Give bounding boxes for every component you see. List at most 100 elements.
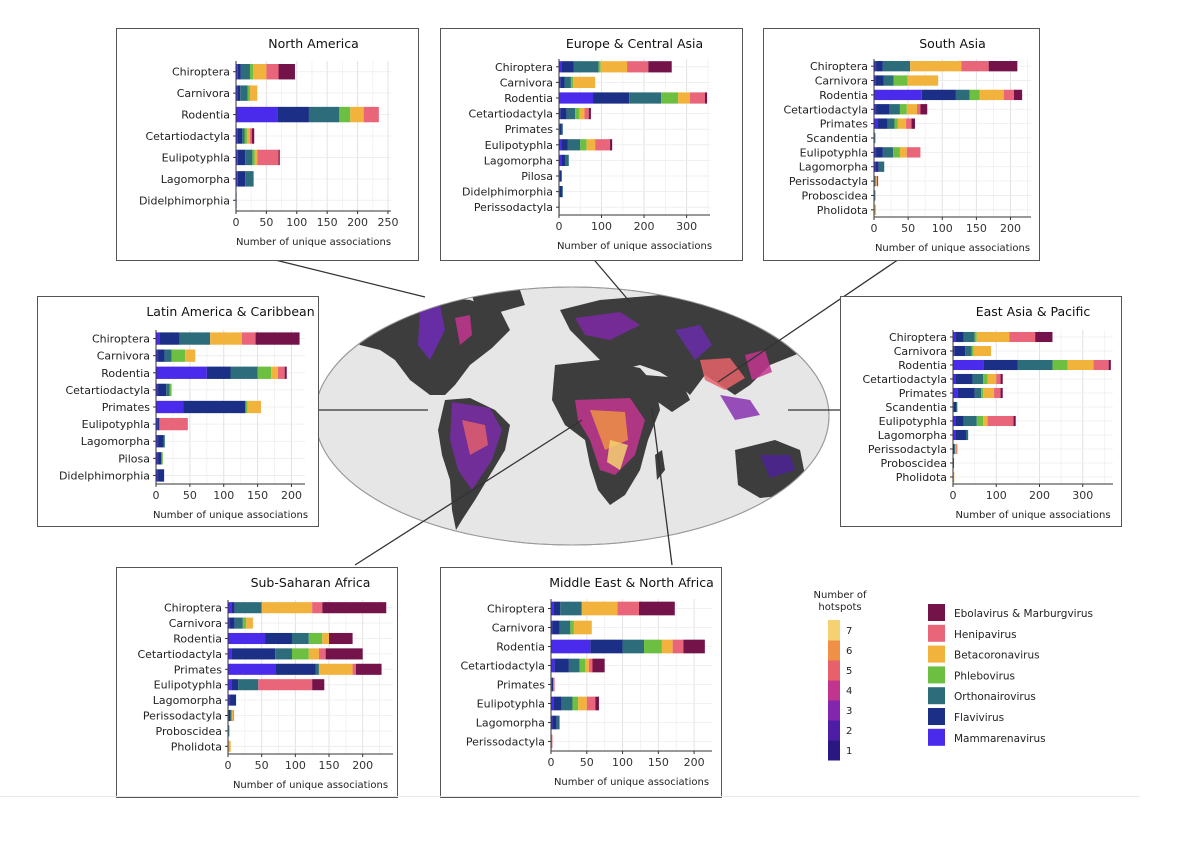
bar-lagomorpha-flavivirus	[955, 429, 966, 441]
bar-rodentia-henipavirus	[1003, 89, 1014, 101]
x-tick-label: 0	[225, 759, 232, 772]
bar-carnivora-flavivirus	[158, 349, 165, 362]
bar-chiroptera-flavivirus	[876, 61, 883, 72]
bar-eulipotyphla-phlebovirus	[893, 147, 900, 158]
x-tick-label: 100	[986, 489, 1007, 502]
bar-cetartiodactyla-mammarenavirus	[156, 383, 159, 397]
category-label: Carnivora	[894, 345, 947, 358]
bar-rodentia-henipavirus	[277, 366, 285, 379]
chart-title: Latin America & Caribbean	[146, 304, 314, 319]
bar-eulipotyphla-betacoronavirus	[586, 139, 596, 151]
bar-lagomorpha-flavivirus	[552, 715, 557, 730]
bar-primates-henipavirus	[906, 118, 912, 129]
category-label: Cetartiodactyla	[460, 660, 545, 673]
bar-rodentia-phlebovirus	[1052, 359, 1068, 371]
bar-eulipotyphla-flavivirus	[955, 415, 964, 427]
bar-carnivora-orthonairovirus	[240, 85, 248, 101]
bar-rodentia-betacoronavirus	[678, 92, 691, 104]
category-label: Lagomorpha	[81, 435, 150, 448]
category-label: Didelphimorphia	[462, 186, 553, 199]
bar-cetartiodactyla-phlebovirus	[899, 104, 907, 115]
bar-cetartiodactyla-henipavirus	[584, 107, 589, 120]
bar-eulipotyphla-betacoronavirus	[578, 696, 587, 711]
bar-rodentia-mammarenavirus	[156, 366, 207, 379]
bar-lagomorpha-flavivirus	[875, 161, 879, 172]
bar-chiroptera-phlebovirus	[974, 331, 977, 343]
bar-cetartiodactyla-orthonairovirus	[166, 383, 170, 397]
category-label: Rodentia	[504, 92, 553, 105]
bar-rodentia-mammarenavirus	[236, 106, 278, 123]
bar-rodentia-flavivirus	[590, 639, 623, 654]
category-label: Primates	[899, 387, 948, 400]
bar-proboscidea-orthonairovirus	[874, 190, 876, 201]
x-tick-label: 250	[377, 216, 398, 229]
bar-cetartiodactyla-flavivirus	[554, 658, 569, 673]
bar-cetartiodactyla-ebolavirus-and-marburgvirus	[588, 107, 591, 120]
bar-cetartiodactyla-orthonairovirus	[275, 648, 292, 660]
bar-carnivora-phlebovirus	[247, 85, 250, 101]
bar-carnivora-mammarenavirus	[228, 617, 231, 629]
x-tick-label: 200	[281, 489, 302, 502]
category-label: Cetartiodactyla	[137, 648, 222, 661]
bar-perissodactyla-henipavirus	[551, 734, 553, 749]
x-tick-label: 0	[950, 489, 957, 502]
bar-cetartiodactyla-henipavirus	[318, 648, 326, 660]
bar-cetartiodactyla-ebolavirus-and-marburgvirus	[251, 128, 255, 144]
category-label: Chiroptera	[92, 333, 150, 346]
bar-chiroptera-henipavirus	[242, 332, 256, 345]
bar-eulipotyphla-phlebovirus	[580, 139, 587, 151]
legend-swatch-phlebovirus	[928, 666, 945, 684]
legend-swatch-betacoronavirus	[928, 645, 945, 663]
category-label: Perissodactyla	[143, 710, 222, 723]
bar-eulipotyphla-mammarenavirus	[559, 139, 562, 151]
category-label: Rodentia	[181, 109, 230, 122]
category-label: Cetartiodactyla	[468, 108, 553, 121]
bar-chiroptera-betacoronavirus	[910, 61, 962, 72]
bar-cetartiodactyla-flavivirus	[158, 383, 167, 397]
bar-chiroptera-betacoronavirus	[253, 64, 267, 80]
bar-cetartiodactyla-mammarenavirus	[228, 648, 232, 660]
category-label: Primates	[497, 679, 546, 692]
category-label: Primates	[505, 123, 554, 136]
hotspot-legend-title-line1: Number of	[814, 590, 867, 601]
category-label: Chiroptera	[172, 66, 230, 79]
bar-lagomorpha-mammarenavirus	[551, 715, 553, 730]
bar-perissodactyla-betacoronavirus	[232, 709, 234, 722]
bar-lagomorpha-flavivirus	[561, 154, 566, 167]
bar-lagomorpha-orthonairovirus	[565, 154, 569, 167]
x-tick-label: 100	[213, 489, 234, 502]
hotspot-level-label: 5	[846, 666, 852, 677]
category-label: Rodentia	[101, 367, 150, 380]
bar-primates-mammarenavirus	[874, 118, 878, 129]
chart-title: East Asia & Pacific	[976, 304, 1091, 319]
chart-title: Sub-Saharan Africa	[251, 575, 371, 590]
bar-eulipotyphla-flavivirus	[561, 139, 568, 151]
bar-cetartiodactyla-phlebovirus	[291, 648, 309, 660]
x-tick-label: 300	[676, 220, 697, 233]
bar-eulipotyphla-ebolavirus-and-marburgvirus	[595, 696, 599, 711]
bar-rodentia-flavivirus	[593, 92, 630, 104]
bar-primates-flavivirus	[559, 123, 562, 135]
bar-chiroptera-orthonairovirus	[179, 332, 211, 345]
x-tick-label: 50	[183, 489, 197, 502]
bar-eulipotyphla-phlebovirus	[252, 149, 255, 166]
chart-title: Middle East & North Africa	[549, 575, 714, 590]
bar-rodentia-ebolavirus-and-marburgvirus	[704, 92, 708, 104]
category-label: Carnivora	[169, 617, 222, 630]
bar-primates-betacoronavirus	[247, 400, 261, 414]
bar-carnivora-betacoronavirus	[573, 620, 592, 635]
bar-rodentia-flavivirus	[277, 106, 309, 123]
bar-cetartiodactyla-mammarenavirus	[953, 373, 956, 385]
bar-chiroptera-ebolavirus-and-marburgvirus	[988, 61, 1018, 72]
bar-lagomorpha-flavivirus	[237, 171, 246, 187]
x-tick-label: 100	[612, 756, 633, 769]
bar-eulipotyphla-henipavirus	[586, 696, 596, 711]
bar-carnivora-flavivirus	[237, 85, 241, 101]
x-tick-label: 0	[556, 220, 563, 233]
category-label: Carnivora	[492, 622, 545, 635]
bar-rodentia-betacoronavirus	[1067, 359, 1094, 371]
bar-cetartiodactyla-betacoronavirus	[308, 648, 319, 660]
bar-chiroptera-flavivirus	[553, 601, 561, 616]
bottom-divider	[0, 796, 1140, 797]
bar-carnivora-orthonairovirus	[234, 617, 243, 629]
